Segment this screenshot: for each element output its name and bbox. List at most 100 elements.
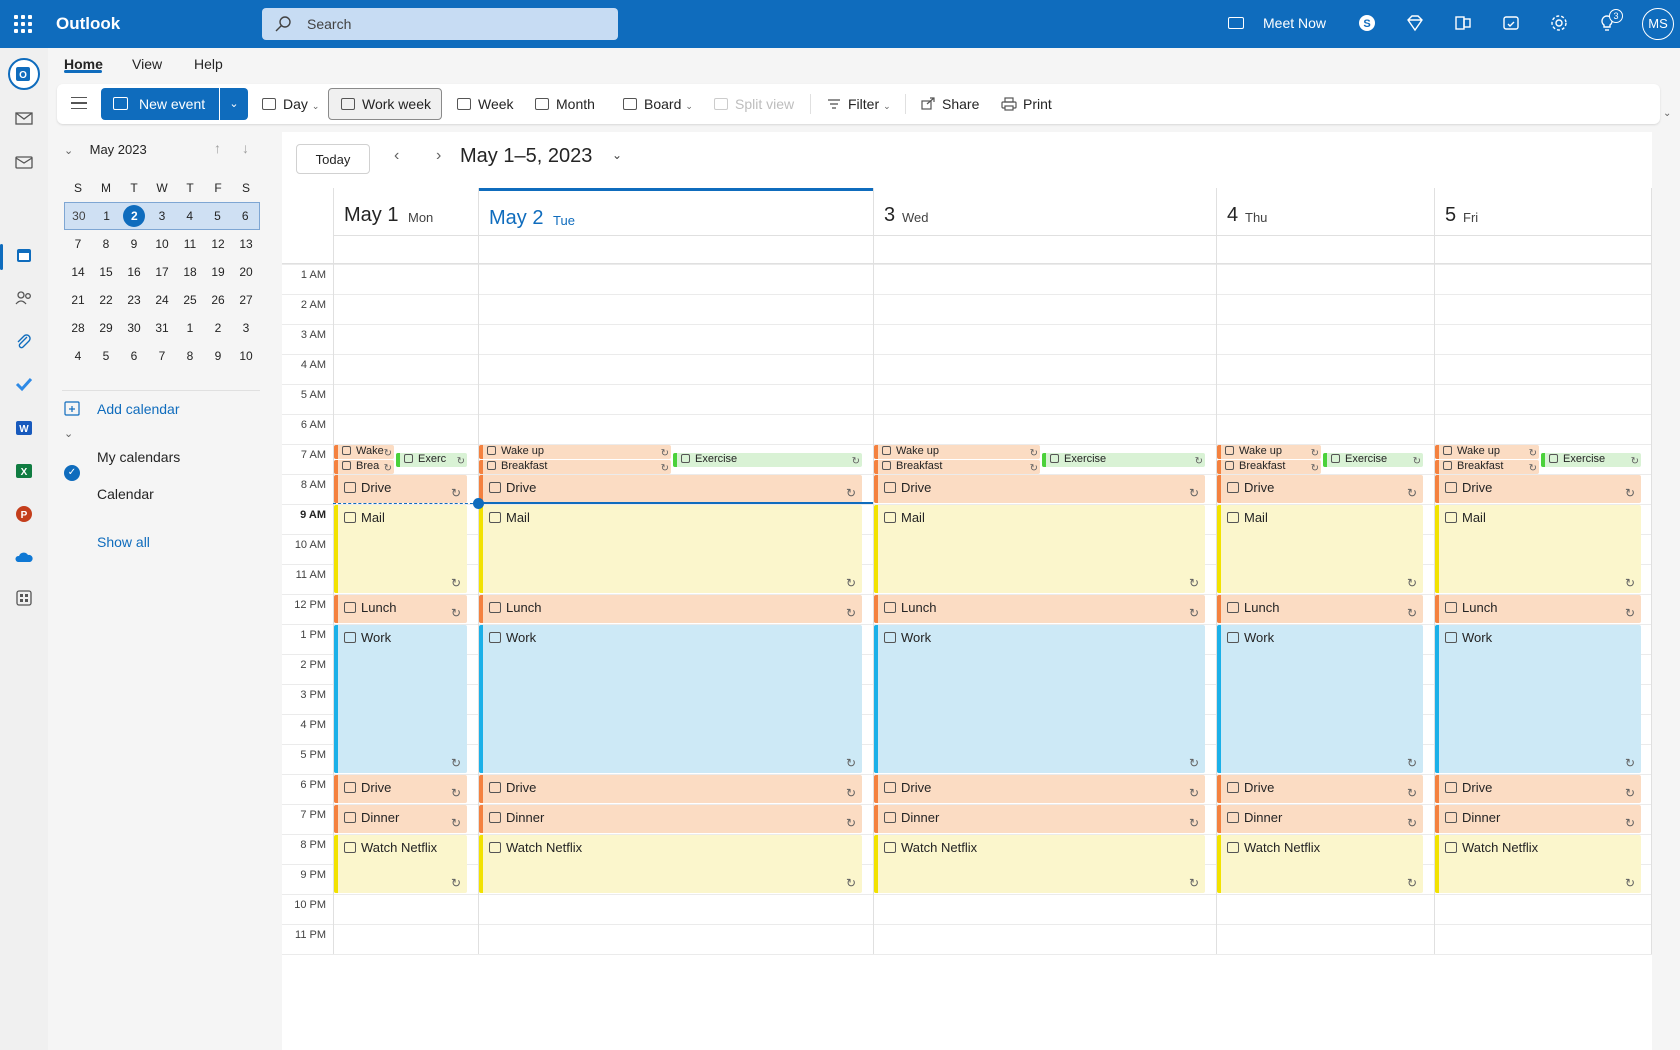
mini-calendar-day[interactable]: 21 (71, 293, 85, 307)
mini-calendar-day[interactable]: 27 (239, 293, 253, 307)
day-header-fri[interactable]: 5 Fri (1434, 188, 1652, 236)
event-work[interactable]: Work ↻ (334, 625, 467, 773)
all-day-row[interactable] (282, 236, 1652, 264)
mini-calendar-day[interactable]: 15 (99, 265, 113, 279)
split-view-button[interactable]: Split view (714, 91, 794, 117)
event-drive[interactable]: Drive ↻ (874, 475, 1205, 503)
mini-calendar-day[interactable]: 25 (183, 293, 197, 307)
event-drive[interactable]: Drive ↻ (1435, 475, 1641, 503)
mini-calendar-day[interactable]: 30 (72, 209, 86, 223)
print-button[interactable]: Print (1001, 91, 1052, 117)
mini-calendar-day[interactable]: 17 (155, 265, 169, 279)
avatar[interactable]: MS (1642, 8, 1674, 40)
event-lunch[interactable]: Lunch ↻ (334, 595, 467, 623)
day-header-wed[interactable]: 3 Wed (873, 188, 1216, 236)
app-launcher-icon[interactable] (14, 15, 32, 33)
event-dinner[interactable]: Dinner ↻ (334, 805, 467, 833)
event-watch-netflix[interactable]: Watch Netflix ↻ (1217, 835, 1423, 893)
mini-calendar-day[interactable]: 10 (155, 237, 169, 251)
outlook-icon[interactable]: O (8, 58, 40, 90)
event-work[interactable]: Work ↻ (1217, 625, 1423, 773)
mini-calendar-day[interactable]: 9 (214, 349, 222, 363)
mini-calendar-day[interactable]: 24 (155, 293, 169, 307)
event-exercise[interactable]: Exerc ↻ (396, 452, 467, 467)
event-breakfast[interactable]: Breakfast ↻ (874, 460, 1040, 474)
hamburger-menu-icon[interactable] (71, 97, 87, 109)
meet-now-button[interactable]: Meet Now (1263, 15, 1327, 31)
mini-calendar-day[interactable]: 3 (158, 209, 166, 223)
event-watch-netflix[interactable]: Watch Netflix ↻ (479, 835, 862, 893)
event-drive[interactable]: Drive ↻ (334, 475, 467, 503)
event-watch-netflix[interactable]: Watch Netflix ↻ (874, 835, 1205, 893)
mini-calendar-day[interactable]: 1 (103, 209, 110, 223)
onedrive-icon[interactable] (12, 547, 36, 571)
event-drive[interactable]: Drive ↻ (479, 475, 862, 503)
today-button[interactable]: Today (296, 144, 370, 174)
event-breakfast[interactable]: Breakfast ↻ (1217, 460, 1321, 474)
powerpoint-icon[interactable]: P (12, 504, 36, 528)
mini-calendar-day[interactable]: 7 (74, 237, 82, 251)
new-event-dropdown[interactable]: ⌄ (220, 88, 248, 120)
chevron-down-icon[interactable]: ⌄ (612, 148, 623, 162)
event-mail[interactable]: Mail ↻ (334, 505, 467, 593)
mini-calendar-day[interactable]: 5 (214, 209, 221, 223)
todo-icon[interactable] (12, 374, 36, 398)
event-breakfast[interactable]: Brea ↻ (334, 460, 394, 474)
more-apps-icon[interactable] (12, 588, 36, 612)
event-wake-up[interactable]: Wake ↻ (334, 445, 394, 459)
search-box[interactable]: Search (262, 8, 618, 40)
event-lunch[interactable]: Lunch ↻ (1217, 595, 1423, 623)
mini-calendar-day[interactable]: 20 (239, 265, 253, 279)
event-mail[interactable]: Mail ↻ (1217, 505, 1423, 593)
event-lunch[interactable]: Lunch ↻ (479, 595, 862, 623)
day-header-thu[interactable]: 4 Thu (1216, 188, 1434, 236)
event-exercise[interactable]: Exercise ↻ (1541, 452, 1641, 467)
event-dinner[interactable]: Dinner ↻ (479, 805, 862, 833)
day-header-tue[interactable]: May 2 Tue (478, 188, 873, 236)
event-mail[interactable]: Mail ↻ (479, 505, 862, 593)
mini-calendar-day[interactable]: 18 (183, 265, 197, 279)
mini-calendar-day[interactable]: 6 (130, 349, 138, 363)
mini-calendar-day[interactable]: 31 (155, 321, 169, 335)
calendar-icon[interactable] (12, 245, 36, 269)
mini-calendar-day[interactable]: 2 (214, 321, 222, 335)
mini-calendar-day[interactable]: 4 (186, 209, 194, 223)
event-breakfast[interactable]: Breakfast ↻ (479, 460, 671, 474)
mini-calendar-day[interactable]: 4 (74, 349, 82, 363)
event-exercise[interactable]: Exercise ↻ (1323, 452, 1423, 467)
mini-calendar-day[interactable]: 5 (102, 349, 110, 363)
collapse-chevron-icon[interactable]: ⌄ (64, 428, 74, 440)
event-watch-netflix[interactable]: Watch Netflix ↻ (1435, 835, 1641, 893)
event-watch-netflix[interactable]: Watch Netflix ↻ (334, 835, 467, 893)
next-arrow-icon[interactable]: › (436, 147, 442, 164)
event-wake-up[interactable]: Wake up ↻ (1435, 445, 1539, 459)
calendar-item[interactable]: Calendar (97, 486, 154, 502)
arrow-down-icon[interactable]: ↓ (242, 140, 249, 156)
work-week-button[interactable]: Work week (341, 91, 431, 117)
mini-calendar-day-today[interactable]: 2 (120, 205, 148, 227)
mini-calendar-day[interactable]: 10 (239, 349, 253, 363)
event-wake-up[interactable]: Wake up ↻ (479, 445, 671, 459)
event-dinner[interactable]: Dinner ↻ (1435, 805, 1641, 833)
mini-calendar-day[interactable]: 23 (127, 293, 141, 307)
mini-calendar-title[interactable]: May 2023 (89, 142, 147, 157)
collapse-chevron-icon[interactable]: ⌄ (64, 145, 74, 157)
mini-calendar-day[interactable]: 3 (242, 321, 250, 335)
event-work[interactable]: Work ↻ (479, 625, 862, 773)
event-drive[interactable]: Drive ↻ (334, 775, 467, 803)
mini-calendar-day[interactable]: 16 (127, 265, 141, 279)
mini-calendar-day[interactable]: 8 (102, 237, 110, 251)
mail-icon[interactable] (12, 152, 36, 176)
mini-calendar-day[interactable]: 14 (71, 265, 85, 279)
new-event-button[interactable]: New event (101, 88, 219, 120)
event-drive[interactable]: Drive ↻ (1435, 775, 1641, 803)
event-work[interactable]: Work ↻ (874, 625, 1205, 773)
checkmark-icon[interactable]: ✓ (64, 465, 80, 481)
mini-calendar-day[interactable]: 11 (183, 237, 197, 251)
share-button[interactable]: Share (921, 91, 979, 117)
app-name[interactable]: Outlook (56, 14, 121, 33)
mini-calendar-day[interactable]: 30 (127, 321, 141, 335)
day-header-mon[interactable]: May 1 Mon (333, 188, 478, 236)
previous-arrow-icon[interactable]: ‹ (394, 147, 400, 164)
event-drive[interactable]: Drive ↻ (1217, 475, 1423, 503)
